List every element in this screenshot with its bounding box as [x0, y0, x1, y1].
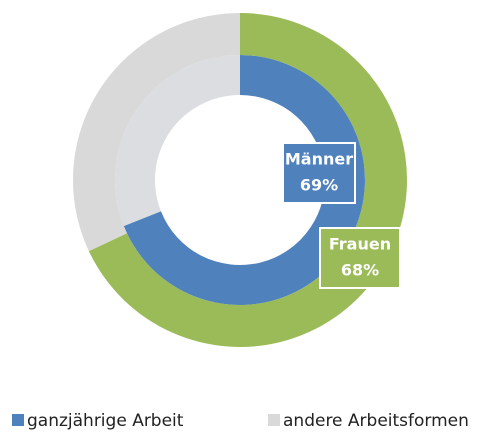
value-label: 68% [341, 261, 379, 280]
legend-label: ganzjährige Arbeit [27, 411, 184, 431]
series-name: Frauen [329, 235, 391, 254]
series-name: Männer [285, 150, 353, 169]
donut-segment [115, 55, 240, 227]
legend-swatch [12, 414, 24, 426]
donut-segment [123, 55, 365, 306]
label-box [319, 227, 401, 289]
donut-segment [72, 13, 240, 252]
legend-label: andere Arbeitsformen [283, 411, 469, 431]
label-box [282, 142, 356, 204]
value-label: 69% [300, 176, 338, 195]
legend-swatch [268, 414, 280, 426]
